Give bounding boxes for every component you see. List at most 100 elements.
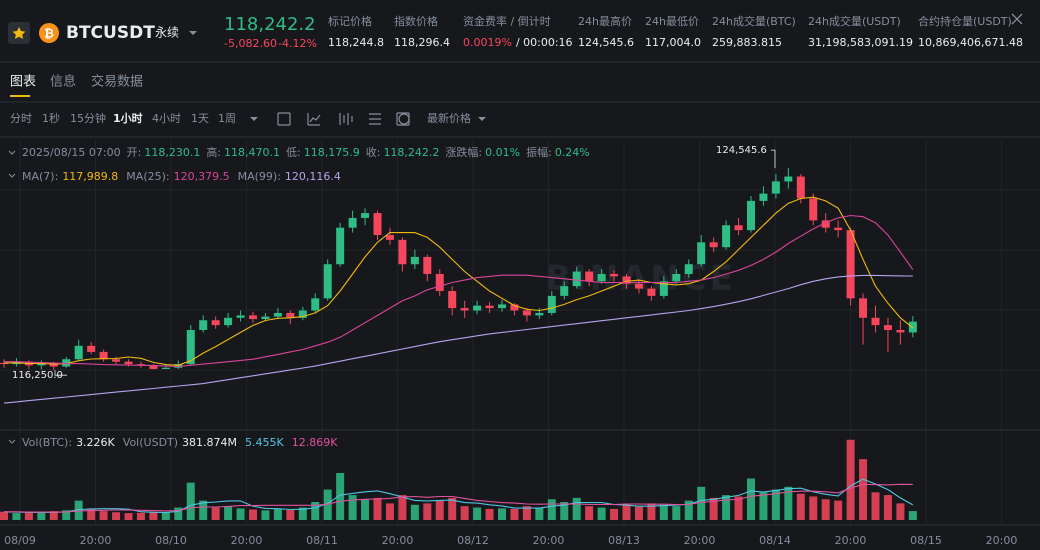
ma-name: MA(7): bbox=[22, 170, 58, 183]
ma-legend-toggle[interactable] bbox=[8, 173, 16, 178]
ohlc-value: 0.24% bbox=[555, 146, 590, 159]
interval[interactable]: 1秒 bbox=[42, 111, 60, 125]
volume-bar bbox=[871, 492, 880, 520]
annotation-line bbox=[54, 370, 67, 376]
stat-label: 24h最低价 bbox=[645, 15, 699, 28]
ohlc-value: 118,470.1 bbox=[224, 146, 280, 159]
candle-body bbox=[124, 361, 133, 365]
volume-bar bbox=[560, 502, 569, 520]
ohlc-label: 收: bbox=[366, 145, 381, 159]
volume-bar bbox=[348, 495, 357, 520]
interval-dropdown[interactable] bbox=[250, 117, 258, 121]
symbol-dropdown[interactable] bbox=[189, 31, 197, 35]
candle-body bbox=[161, 367, 170, 369]
candle-body bbox=[659, 281, 668, 296]
candle-body bbox=[722, 225, 731, 248]
interval[interactable]: 1周 bbox=[218, 112, 236, 125]
candle-body bbox=[336, 227, 345, 265]
candle-body bbox=[734, 225, 743, 231]
volume-bar bbox=[672, 506, 681, 520]
volume-bar bbox=[747, 478, 755, 520]
volume-bar bbox=[286, 510, 295, 520]
x-tick-label: 20:00 bbox=[80, 534, 112, 547]
stat-label: 资金费率 / 倒计时 bbox=[463, 14, 551, 28]
volume-bar bbox=[597, 507, 606, 520]
ohlc-value: 118,242.2 bbox=[383, 146, 439, 159]
btc-icon bbox=[39, 23, 59, 43]
interval[interactable]: 4小时 bbox=[152, 112, 181, 125]
screenshot-icon[interactable] bbox=[398, 113, 410, 125]
symbol[interactable]: BTCUSDT bbox=[66, 23, 155, 43]
volume-bar bbox=[385, 503, 394, 520]
candle-body bbox=[398, 239, 407, 265]
volume-bar bbox=[62, 510, 71, 520]
ma-name: MA(99): bbox=[238, 170, 281, 183]
volume-bar bbox=[174, 507, 183, 520]
interval[interactable]: 分时 bbox=[10, 112, 32, 125]
stat-value: 10,869,406,671.48 bbox=[918, 36, 1023, 49]
volume-bar bbox=[199, 500, 208, 520]
tab[interactable]: 交易数据 bbox=[91, 74, 143, 90]
x-tick-label: 08/10 bbox=[155, 534, 187, 547]
stat-value-row: 124,545.6 bbox=[578, 36, 634, 49]
btc-glyph: ₿ bbox=[44, 27, 54, 41]
volume-bar bbox=[659, 504, 668, 520]
candle-body bbox=[796, 176, 805, 199]
volume-bar bbox=[273, 508, 282, 520]
interval[interactable]: 15分钟 bbox=[70, 111, 106, 125]
price-type-dropdown[interactable] bbox=[478, 117, 486, 121]
candle-icon[interactable] bbox=[339, 113, 353, 125]
volume-bar bbox=[771, 489, 780, 520]
x-tick-label: 08/11 bbox=[306, 534, 338, 547]
candle-body bbox=[236, 315, 245, 318]
volume-bar bbox=[709, 497, 718, 520]
candle-body bbox=[834, 227, 843, 231]
candle-body bbox=[435, 273, 444, 292]
ma-name: MA(25): bbox=[126, 170, 169, 183]
candle-body bbox=[473, 305, 482, 311]
ohlc-label: 振幅: bbox=[526, 145, 552, 159]
tab[interactable]: 信息 bbox=[50, 74, 76, 90]
interval[interactable]: 1小时 bbox=[113, 111, 143, 125]
volume-bar bbox=[410, 504, 419, 520]
ohlc-legend: 2025/08/15 07:00 开: 118,230.1 高: 118,470.1 低:… bbox=[22, 145, 590, 159]
candle-body bbox=[809, 198, 818, 221]
candle-body bbox=[410, 256, 419, 265]
annotation-line bbox=[771, 149, 776, 169]
volume-bar bbox=[473, 507, 482, 520]
stat-label: 指数价格 bbox=[394, 14, 438, 28]
ohlc-label: 开: bbox=[127, 146, 142, 159]
candle-body bbox=[771, 181, 780, 194]
volume-bar bbox=[124, 513, 133, 520]
chart-style-icon[interactable] bbox=[307, 113, 321, 126]
volume-bar bbox=[298, 507, 307, 520]
volume-bar bbox=[846, 439, 855, 520]
volume-legend-toggle[interactable] bbox=[8, 439, 16, 444]
close-button[interactable] bbox=[1011, 13, 1023, 25]
interval[interactable]: 1天 bbox=[191, 112, 209, 125]
ohlc-label: 低: bbox=[286, 146, 301, 159]
settings-icon[interactable] bbox=[369, 113, 381, 125]
stat-value-row: 259,883.815 bbox=[712, 36, 782, 49]
x-tick-label: 08/12 bbox=[457, 534, 489, 547]
candle-body bbox=[634, 283, 643, 289]
candle-body bbox=[622, 276, 631, 284]
candle-body bbox=[149, 365, 158, 369]
candle-body bbox=[747, 200, 755, 231]
volume-bar bbox=[485, 508, 494, 520]
volume-bar bbox=[460, 506, 469, 520]
candle-body bbox=[485, 305, 494, 309]
candle-body bbox=[0, 362, 8, 365]
indicator-icon[interactable] bbox=[277, 112, 291, 126]
volume-bar bbox=[684, 500, 693, 520]
collapse-legend[interactable] bbox=[8, 150, 16, 155]
stat-value: 0.0019% bbox=[463, 36, 512, 49]
price-type[interactable]: 最新价格 bbox=[427, 111, 471, 125]
tab[interactable]: 图表 bbox=[10, 75, 36, 90]
volume-bar bbox=[547, 499, 556, 520]
candle-body bbox=[510, 304, 519, 311]
ohlc-date: 2025/08/15 07:00 bbox=[22, 146, 121, 159]
candle-body bbox=[610, 273, 619, 277]
volume-ma-line bbox=[3, 478, 914, 514]
candle-body bbox=[49, 362, 58, 367]
